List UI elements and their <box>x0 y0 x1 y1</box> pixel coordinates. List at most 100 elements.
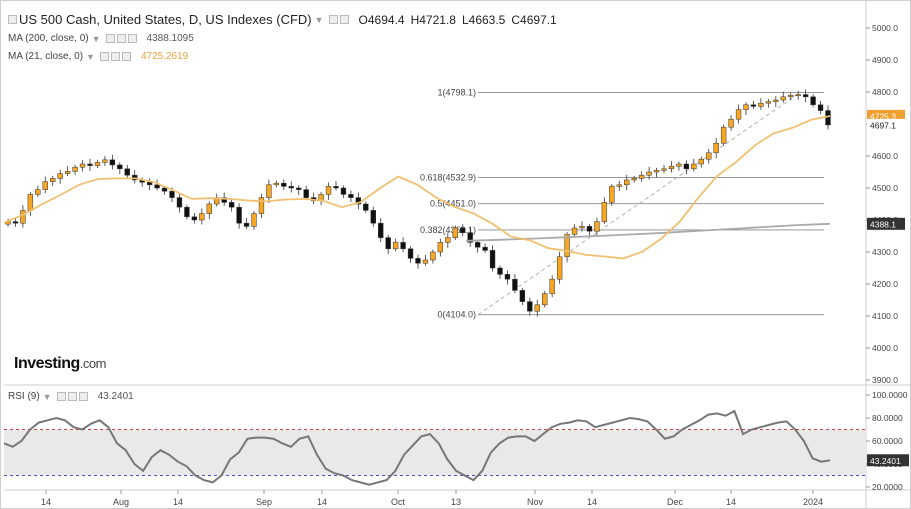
visibility-icon[interactable] <box>56 392 66 401</box>
fib-level-label: 0(4104.0) <box>437 310 476 320</box>
candle-body <box>109 159 116 166</box>
candle-body <box>795 94 801 97</box>
x-tick-label: Nov <box>527 497 544 507</box>
visibility-icon[interactable] <box>105 34 115 43</box>
rsi-y-tick-label: 20.0000 <box>872 482 903 492</box>
candle-body <box>542 293 548 306</box>
logo-suffix: .com <box>79 356 107 371</box>
candle-body <box>228 202 235 208</box>
candle-body <box>370 210 376 224</box>
candle-body <box>594 221 600 232</box>
candle-body <box>20 210 26 224</box>
candle-body <box>519 290 526 302</box>
rsi-y-tick-label: 60.0000 <box>872 436 903 446</box>
chevron-down-icon[interactable]: ▼ <box>314 14 324 25</box>
rsi-y-tick-label: 100.0000 <box>872 390 908 400</box>
candle-body <box>773 99 779 102</box>
candle-body <box>161 187 168 192</box>
candle-body <box>87 163 93 166</box>
visibility-icon[interactable] <box>99 52 109 61</box>
candle-body <box>415 258 421 264</box>
candle-body <box>35 189 41 195</box>
candle-body <box>102 159 108 163</box>
candle-body <box>750 104 757 107</box>
investing-logo: Investing.com <box>14 355 106 373</box>
x-tick-label: 14 <box>41 497 51 507</box>
ma21-label: MA (21, close, 0) <box>8 51 84 62</box>
candle-body <box>579 226 585 229</box>
fib-level-label: 0.382(4369.1) <box>420 225 476 235</box>
low-value: L4663.5 <box>461 12 506 27</box>
candle-body <box>788 94 794 98</box>
candle-body <box>154 184 160 189</box>
close-icon[interactable] <box>78 392 88 401</box>
y-tick-label: 3900.0 <box>872 375 898 385</box>
candle-body <box>206 203 212 214</box>
candle-body <box>266 184 272 198</box>
close-value: C4697.1 <box>511 12 557 27</box>
candle-body <box>609 186 615 203</box>
candle-body <box>12 221 19 224</box>
candle-body <box>616 184 622 187</box>
x-tick-label: 14 <box>726 497 736 507</box>
rsi-value-badge: 43.2401 <box>870 456 901 466</box>
candle-body <box>504 274 511 280</box>
fib-level-label: 0.618(4532.9) <box>420 172 476 182</box>
chevron-down-icon[interactable]: ▼ <box>42 391 52 402</box>
candle-body <box>303 189 309 198</box>
ma200-legend: MA (200, close, 0) ▼ 4388.1095 <box>8 33 194 44</box>
chevron-down-icon[interactable]: ▼ <box>91 33 101 44</box>
candle-body <box>646 171 652 176</box>
close-icon[interactable] <box>127 34 137 43</box>
candle-body <box>638 174 645 179</box>
candle-body <box>683 163 690 170</box>
candle-body <box>437 242 444 253</box>
candle-body <box>817 104 824 111</box>
candle-body <box>713 142 719 154</box>
chevron-down-icon[interactable]: ▼ <box>86 51 95 62</box>
settings-icon[interactable] <box>110 52 120 61</box>
x-tick-label: Aug <box>113 497 129 507</box>
candle-body <box>281 182 287 187</box>
candle-body <box>691 163 697 170</box>
close-icon[interactable] <box>121 52 131 61</box>
candle-body <box>407 248 414 259</box>
candle-body <box>780 96 786 101</box>
candle-body <box>378 222 384 238</box>
candle-body <box>706 152 712 160</box>
candle-body <box>743 104 749 110</box>
rsi-legend: RSI (9) ▼ 43.2401 <box>8 391 134 402</box>
x-tick-label: Sep <box>256 497 272 507</box>
last-price-badge-bg <box>867 118 905 131</box>
candle-body <box>631 178 637 181</box>
candle-body <box>94 162 101 166</box>
candle-body <box>296 187 302 190</box>
candle-body <box>825 110 831 126</box>
ma200-value: 4388.1095 <box>146 33 194 44</box>
candle-body <box>124 168 130 176</box>
candle-body <box>385 237 391 250</box>
candle-body <box>243 222 250 227</box>
candle-body <box>482 246 488 251</box>
y-tick-label: 4100.0 <box>872 311 898 321</box>
candle-body <box>534 304 540 312</box>
candle-body <box>653 170 660 173</box>
settings-icon[interactable] <box>116 34 126 43</box>
fib-level-label: 1(4798.1) <box>437 88 476 98</box>
x-tick-label: 13 <box>451 497 461 507</box>
settings-icon[interactable] <box>328 15 338 24</box>
candle-body <box>452 227 458 238</box>
visibility-icon[interactable] <box>339 15 349 24</box>
y-tick-label: 4900.0 <box>872 55 898 65</box>
collapse-icon[interactable] <box>8 15 17 24</box>
candle-body <box>363 203 369 211</box>
settings-icon[interactable] <box>67 392 77 401</box>
y-tick-label: 4600.0 <box>872 151 898 161</box>
candle-body <box>564 234 570 258</box>
ma21-legend: MA (21, close, 0) ▼ 4725.2619 <box>8 51 188 62</box>
candle-body <box>624 179 630 186</box>
rsi-band <box>4 429 866 476</box>
ma21-line <box>3 115 831 260</box>
candle-body <box>258 197 265 214</box>
